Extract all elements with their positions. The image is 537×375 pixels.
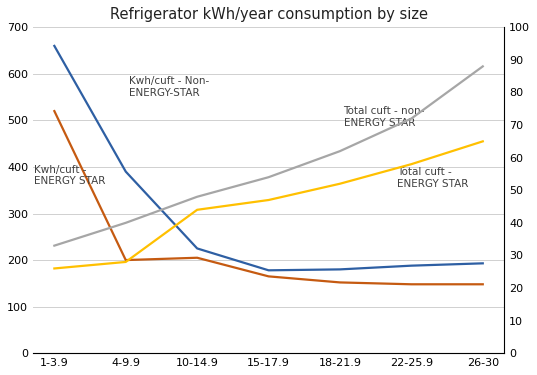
Title: Refrigerator kWh/year consumption by size: Refrigerator kWh/year consumption by siz… — [110, 7, 427, 22]
Text: Kwh/cuft -
ENERGY STAR: Kwh/cuft - ENERGY STAR — [34, 165, 106, 186]
Text: Total cuft - non-
ENERGY STAR: Total cuft - non- ENERGY STAR — [344, 106, 425, 128]
Text: Total cuft -
ENERGY STAR: Total cuft - ENERGY STAR — [397, 167, 468, 189]
Text: Kwh/cuft - Non-
ENERGY-STAR: Kwh/cuft - Non- ENERGY-STAR — [129, 76, 209, 98]
